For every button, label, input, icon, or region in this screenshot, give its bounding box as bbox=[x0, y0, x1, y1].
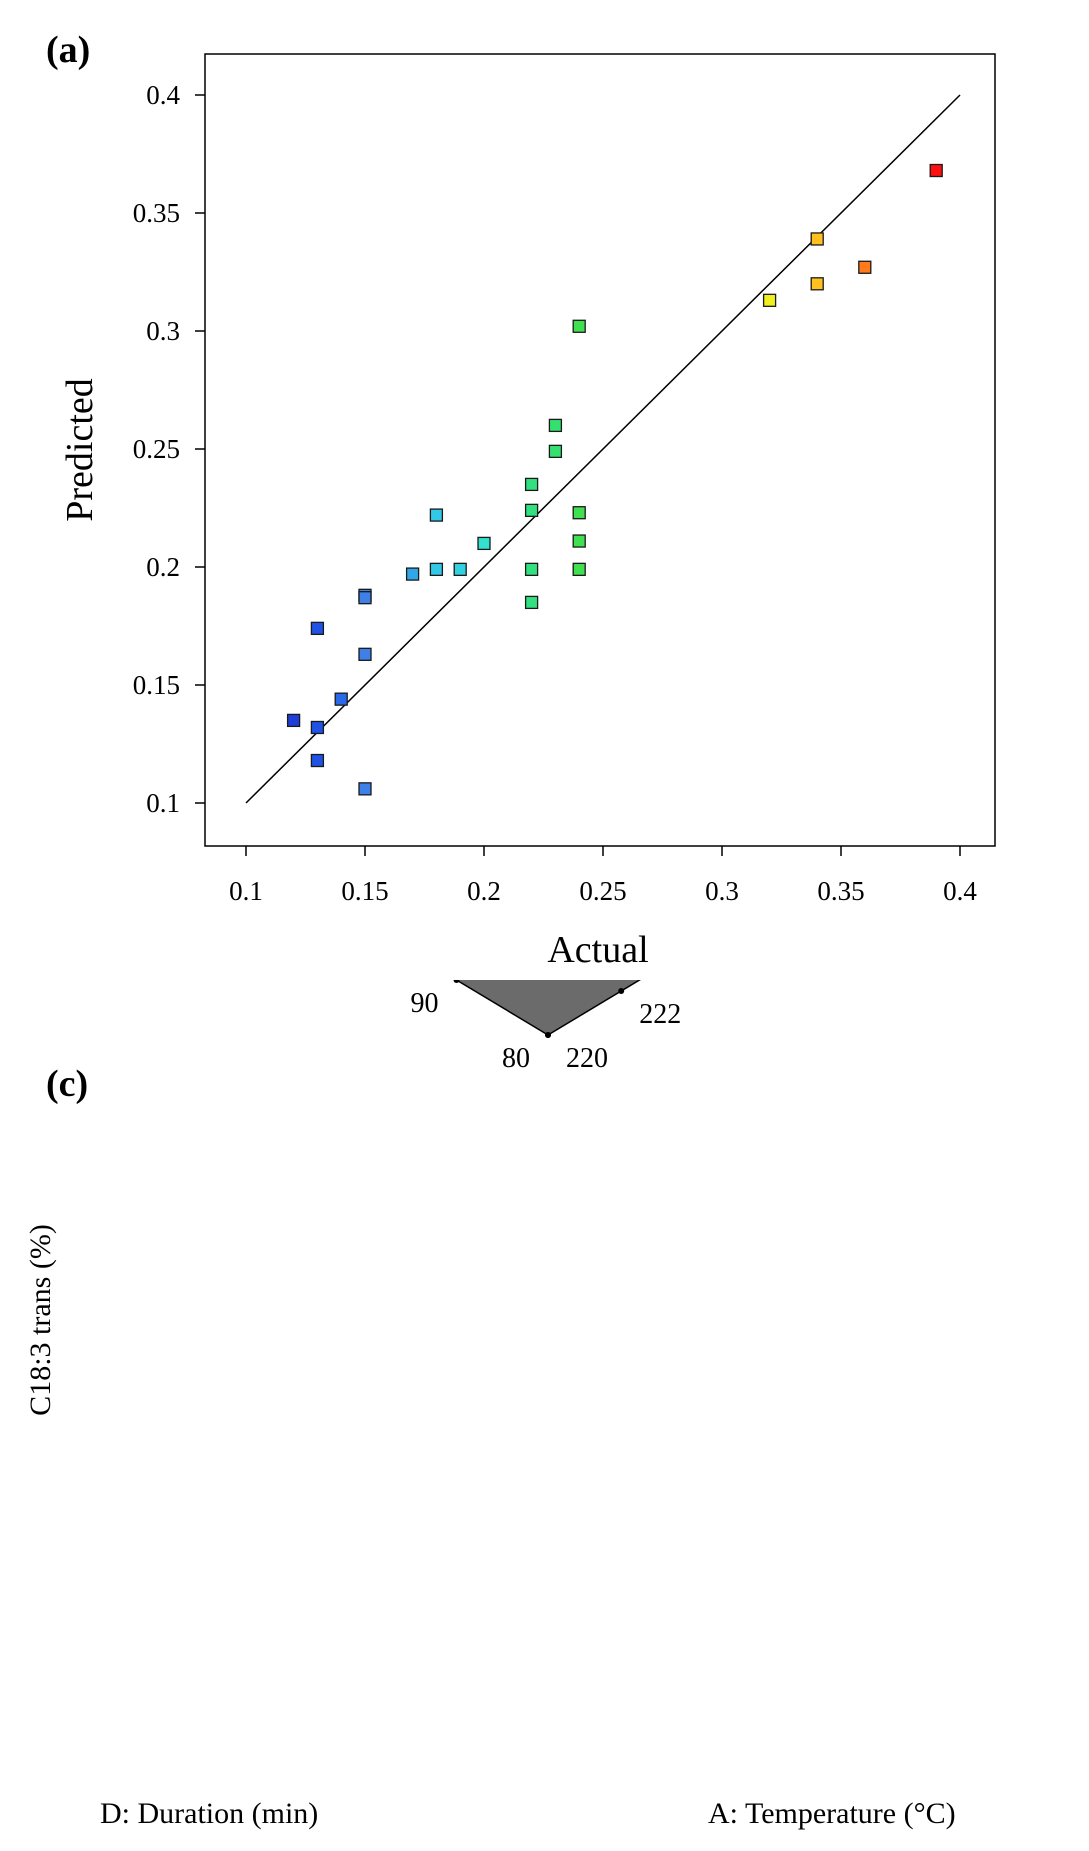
z-axis-label: C18:3 trans (%) bbox=[24, 1224, 57, 1416]
x-tick-label: 0.4 bbox=[943, 876, 977, 906]
temperature-tick-mark bbox=[618, 988, 625, 994]
data-point bbox=[929, 163, 943, 178]
data-point bbox=[405, 567, 420, 581]
data-point bbox=[524, 477, 539, 492]
data-point bbox=[548, 418, 563, 433]
x-tick-label: 0.35 bbox=[817, 876, 864, 906]
data-point bbox=[858, 260, 872, 274]
data-point bbox=[810, 277, 824, 291]
data-point bbox=[358, 647, 372, 661]
x-tick-label: 0.2 bbox=[467, 876, 501, 906]
x-axis-label: Actual bbox=[547, 929, 648, 971]
duration-tick-label: 80 bbox=[502, 1043, 530, 1074]
data-point bbox=[572, 562, 586, 577]
panel-a-label: (a) bbox=[46, 29, 91, 71]
duration-tick-mark bbox=[453, 980, 460, 983]
data-point bbox=[524, 562, 539, 577]
y-tick-label: 0.35 bbox=[133, 198, 180, 228]
data-point bbox=[358, 782, 372, 796]
floor bbox=[455, 980, 641, 1036]
data-point bbox=[358, 591, 372, 605]
data-point bbox=[524, 503, 539, 518]
data-point bbox=[810, 232, 824, 246]
y-tick-label: 0.15 bbox=[133, 670, 180, 700]
predicted-vs-actual-chart: 0.1 0.15 0.2 0.25 0.3 0.35 0.4 0.1 0.15 0.2 0.25 0.… bbox=[59, 53, 996, 971]
axis-ticks: 0.10.150.20.250.30.350.42202222242262282… bbox=[411, 980, 754, 1074]
temperature-tick-label: 220 bbox=[566, 1043, 608, 1074]
data-point bbox=[477, 536, 491, 551]
temperature-axis-label: A: Temperature (°C) bbox=[708, 1797, 956, 1830]
duration-tick-mark bbox=[545, 1032, 551, 1038]
duration-axis-label: D: Duration (min) bbox=[100, 1797, 318, 1830]
duration-tick-label: 90 bbox=[411, 988, 439, 1019]
y-tick-label: 0.25 bbox=[133, 434, 180, 464]
y-tick-label: 0.4 bbox=[146, 80, 180, 110]
floor-contours bbox=[455, 980, 641, 1036]
data-point bbox=[310, 720, 325, 735]
data-point bbox=[572, 534, 586, 548]
data-point bbox=[762, 293, 777, 307]
y-tick-label: 0.2 bbox=[146, 552, 180, 582]
data-point bbox=[310, 753, 325, 768]
data-point bbox=[286, 713, 301, 728]
y-tick-label: 0.1 bbox=[146, 788, 180, 818]
data-points bbox=[286, 163, 943, 796]
x-tick-label: 0.1 bbox=[229, 876, 263, 906]
panel-c-label: (c) bbox=[46, 1063, 89, 1105]
data-point bbox=[453, 562, 467, 577]
x-tick-label: 0.15 bbox=[341, 876, 388, 906]
data-point bbox=[429, 562, 444, 577]
y-axis-label: Predicted bbox=[59, 378, 101, 522]
temperature-tick-label: 224 bbox=[712, 980, 754, 986]
data-point bbox=[310, 621, 325, 636]
x-tick-label: 0.3 bbox=[705, 876, 739, 906]
plot-frame bbox=[204, 53, 996, 847]
data-point bbox=[572, 319, 586, 333]
y-tick-label: 0.3 bbox=[146, 316, 180, 346]
data-point bbox=[334, 692, 348, 706]
x-tick-label: 0.25 bbox=[579, 876, 626, 906]
axis-ticks: 0.1 0.15 0.2 0.25 0.3 0.35 0.4 0.1 0.15 0.2 0.25 0.… bbox=[133, 80, 978, 906]
response-surface-chart: 0.10.150.20.250.30.350.42202222242262282… bbox=[24, 980, 956, 1830]
data-point bbox=[548, 444, 563, 459]
reference-line bbox=[245, 94, 961, 804]
data-point bbox=[572, 506, 586, 520]
temperature-tick-label: 222 bbox=[639, 999, 681, 1030]
data-point bbox=[524, 595, 539, 610]
data-point bbox=[429, 508, 444, 522]
